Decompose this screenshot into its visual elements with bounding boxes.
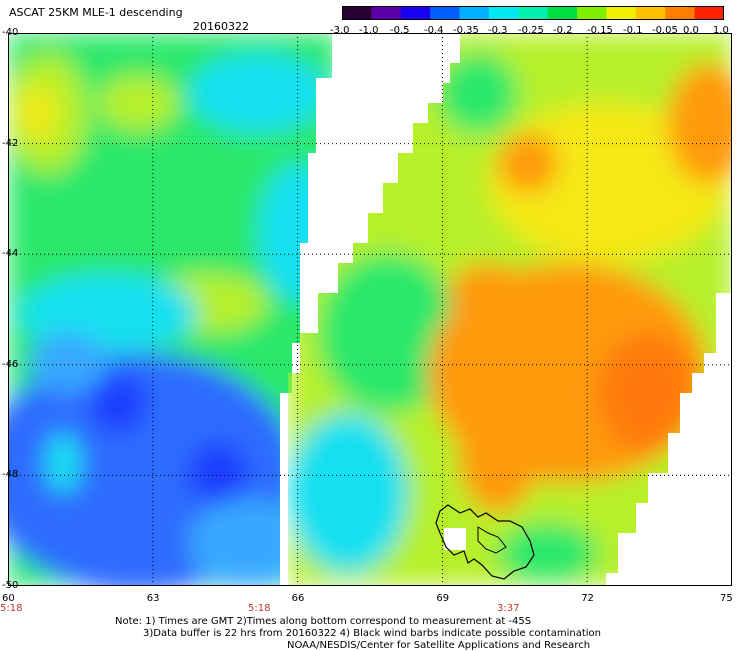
longitude-label: 72 (581, 593, 594, 604)
latitude-label: -50 (2, 580, 19, 591)
time-label: 5:18 (248, 603, 271, 614)
colorbar-tick-label: -0.1 (623, 25, 643, 36)
colorbar-tick-label: -1.0 (359, 25, 379, 36)
colorbar-segment (694, 6, 724, 20)
colorbar (342, 6, 724, 20)
time-label: 3:37 (497, 603, 520, 614)
map-plot (8, 33, 732, 586)
colorbar-segment (371, 6, 402, 20)
colorbar-tick-label: -3.0 (330, 25, 350, 36)
note-line-1: Note: 1) Times are GMT 2)Times along bot… (115, 616, 532, 627)
kerguelen-coastline (435, 504, 535, 580)
latitude-label: -44 (2, 248, 19, 260)
colorbar-segment (459, 6, 490, 20)
colorbar-tick-label: -0.15 (587, 25, 613, 36)
colorbar-tick-label: -0.35 (453, 25, 479, 36)
colorbar-segment (518, 6, 549, 20)
colorbar-segment (342, 6, 372, 20)
colorbar-tick-label: -0.05 (652, 25, 678, 36)
colorbar-tick-label: -0.5 (390, 25, 410, 36)
latitude-label: -40 (2, 27, 19, 38)
colorbar-tick-label: -0.25 (518, 25, 544, 36)
gridlines (8, 33, 732, 586)
longitude-label: 63 (146, 593, 160, 604)
colorbar-segment (635, 6, 666, 20)
note-line-2: 3)Data buffer is 22 hrs from 20160322 4)… (143, 628, 601, 639)
colorbar-tick-label: -0.2 (553, 25, 573, 36)
time-label: 5:18 (0, 603, 23, 614)
colorbar-tick-label: 0.0 (683, 25, 699, 36)
longitude-label: 60 (2, 593, 15, 604)
latitude-label: -48 (2, 469, 19, 481)
colorbar-tick-label: -0.4 (424, 25, 444, 36)
colorbar-tick-label: -0.3 (488, 25, 508, 36)
colorbar-segment (606, 6, 637, 20)
colorbar-segment (430, 6, 461, 20)
map-date: 20160322 (193, 20, 249, 33)
longitude-label: 75 (720, 593, 733, 604)
colorbar-segment (547, 6, 578, 20)
longitude-label: 69 (436, 593, 450, 604)
colorbar-segment (577, 6, 607, 20)
colorbar-tick-label: 1.0 (713, 25, 729, 36)
note-line-3: NOAA/NESDIS/Center for Satellite Applica… (287, 640, 591, 651)
colorbar-segment (665, 6, 696, 20)
latitude-label: -42 (2, 137, 19, 149)
latitude-label: -46 (2, 358, 19, 370)
colorbar-segment (488, 6, 519, 20)
longitude-label: 66 (291, 593, 305, 604)
colorbar-segment (400, 6, 431, 20)
map-title: ASCAT 25KM MLE-1 descending (9, 6, 183, 19)
